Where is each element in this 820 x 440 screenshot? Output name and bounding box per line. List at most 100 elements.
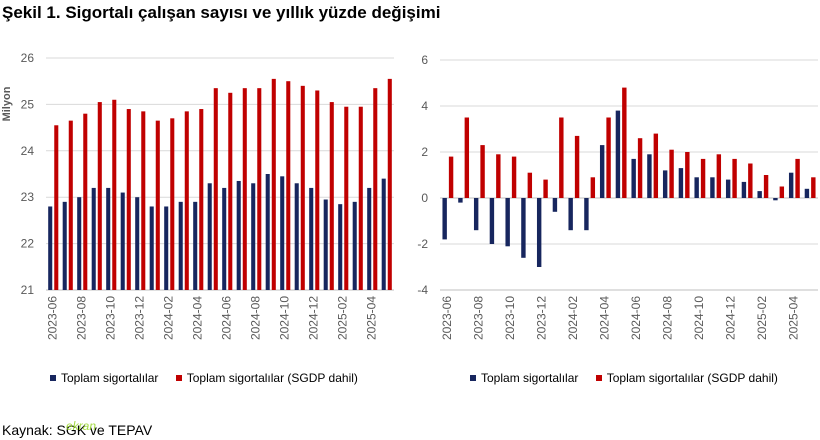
bar-series2 [126,109,131,290]
bar-series2 [511,156,517,198]
bar-series2 [606,117,611,198]
legend-label-series1: Toplam sigortalılar [61,370,159,385]
y-tick-label: 25 [21,97,35,111]
legend-swatch-series1 [50,374,56,381]
bar-series2 [748,163,753,198]
bar-series2 [83,113,88,291]
bar-series1 [662,170,668,198]
x-tick-label: 2023-08 [471,296,485,340]
bar-series1 [489,198,495,244]
bar-series1 [323,199,328,290]
x-tick-label: 2024-08 [248,296,262,340]
y-tick-label: 22 [21,237,35,251]
bar-series1 [568,198,573,231]
bar-series2 [637,138,643,198]
y-tick-label: -4 [417,283,428,297]
bar-series1 [521,198,526,258]
x-tick-label: 2024-04 [190,296,204,340]
legend-left: Toplam sigortalılar Toplam sigortalılar … [50,370,372,385]
bar-series2 [480,145,485,198]
bar-series2 [653,133,659,198]
bar-series1 [77,197,82,290]
bar-series1 [381,178,386,290]
bar-series2 [763,175,769,198]
x-tick-label: 2023-06 [45,296,59,340]
x-tick-label: 2024-10 [692,296,706,340]
bar-series1 [505,198,510,247]
bar-series2 [716,154,722,198]
y-tick-label: -2 [417,237,428,251]
bar-series2 [574,135,580,198]
bar-series1 [788,172,794,198]
x-tick-label: 2024-12 [723,296,737,340]
bar-series1 [265,174,270,290]
bar-series1 [91,187,96,290]
bar-series1 [62,201,67,290]
y-tick-label: 0 [421,191,428,205]
bar-series1 [804,188,810,198]
legend-item-series2: Toplam sigortalılar (SGDP dahil) [175,370,358,385]
bar-series2 [373,88,378,290]
bar-series2 [685,152,690,198]
x-tick-label: 2024-10 [277,296,291,340]
x-tick-label: 2024-02 [161,296,175,340]
bar-series1 [473,198,479,231]
bar-series1 [251,183,256,290]
bar-series1 [458,198,463,203]
bar-series2 [700,158,706,198]
bar-series1 [599,145,605,198]
bar-series1 [552,198,558,212]
bar-series1 [631,158,636,198]
y-tick-label: 2 [421,145,428,159]
bar-series2 [811,177,816,198]
bar-series2 [315,90,320,290]
bar-series2 [54,125,59,290]
legend-right: Toplam sigortalılar Toplam sigortalılar … [470,370,792,385]
bar-series2 [141,111,146,290]
bar-series1 [367,187,372,290]
y-tick-label: 24 [21,144,35,158]
bar-series2 [286,81,291,290]
x-tick-label: 2024-06 [219,296,233,340]
y-tick-label: 4 [421,99,428,113]
bar-series2 [795,158,800,198]
bar-series2 [199,109,204,290]
bar-series1 [725,179,731,198]
legend-swatch-series2 [595,374,602,381]
bar-series1 [178,201,183,290]
bar-series1 [741,181,747,198]
y-tick-label: 23 [21,190,35,204]
legend-item-series2: Toplam sigortalılar (SGDP dahil) [595,370,778,385]
bar-series2 [590,177,596,198]
bar-series1 [694,177,699,198]
x-tick-label: 2024-04 [597,296,611,340]
legend-item-series1: Toplam sigortalılar [50,370,158,385]
bar-series1 [757,191,762,198]
bar-series1 [48,206,53,290]
y-tick-label: 6 [421,53,428,67]
bar-series1 [773,198,778,201]
bar-series1 [352,201,357,290]
bar-series2 [779,186,785,198]
bar-series2 [448,156,454,198]
x-tick-label: 2024-06 [629,296,643,340]
bar-series2 [242,88,247,290]
legend-swatch-series1 [470,374,476,381]
x-tick-label: 2024-12 [306,296,320,340]
bar-series1 [106,187,111,290]
bar-series2 [358,106,363,290]
bar-series1 [294,183,299,290]
bar-series2 [387,78,392,290]
bar-series2 [257,88,262,290]
bar-series1 [338,204,343,290]
bar-series1 [236,180,241,290]
bar-series2 [669,149,674,198]
chart-left: 21 22 23 24 25 26 Milyon 2023-06 2023-08 2023-10 2… [1,51,394,340]
x-tick-label: 2024-08 [660,296,674,340]
bar-series2 [543,179,548,198]
y-tick-label: 21 [21,283,35,297]
bar-series2 [527,172,533,198]
bar-series1 [207,183,212,290]
legend-label-series2: Toplam sigortalılar (SGDP dahil) [606,370,778,385]
x-tick-label: 2023-10 [503,296,517,340]
